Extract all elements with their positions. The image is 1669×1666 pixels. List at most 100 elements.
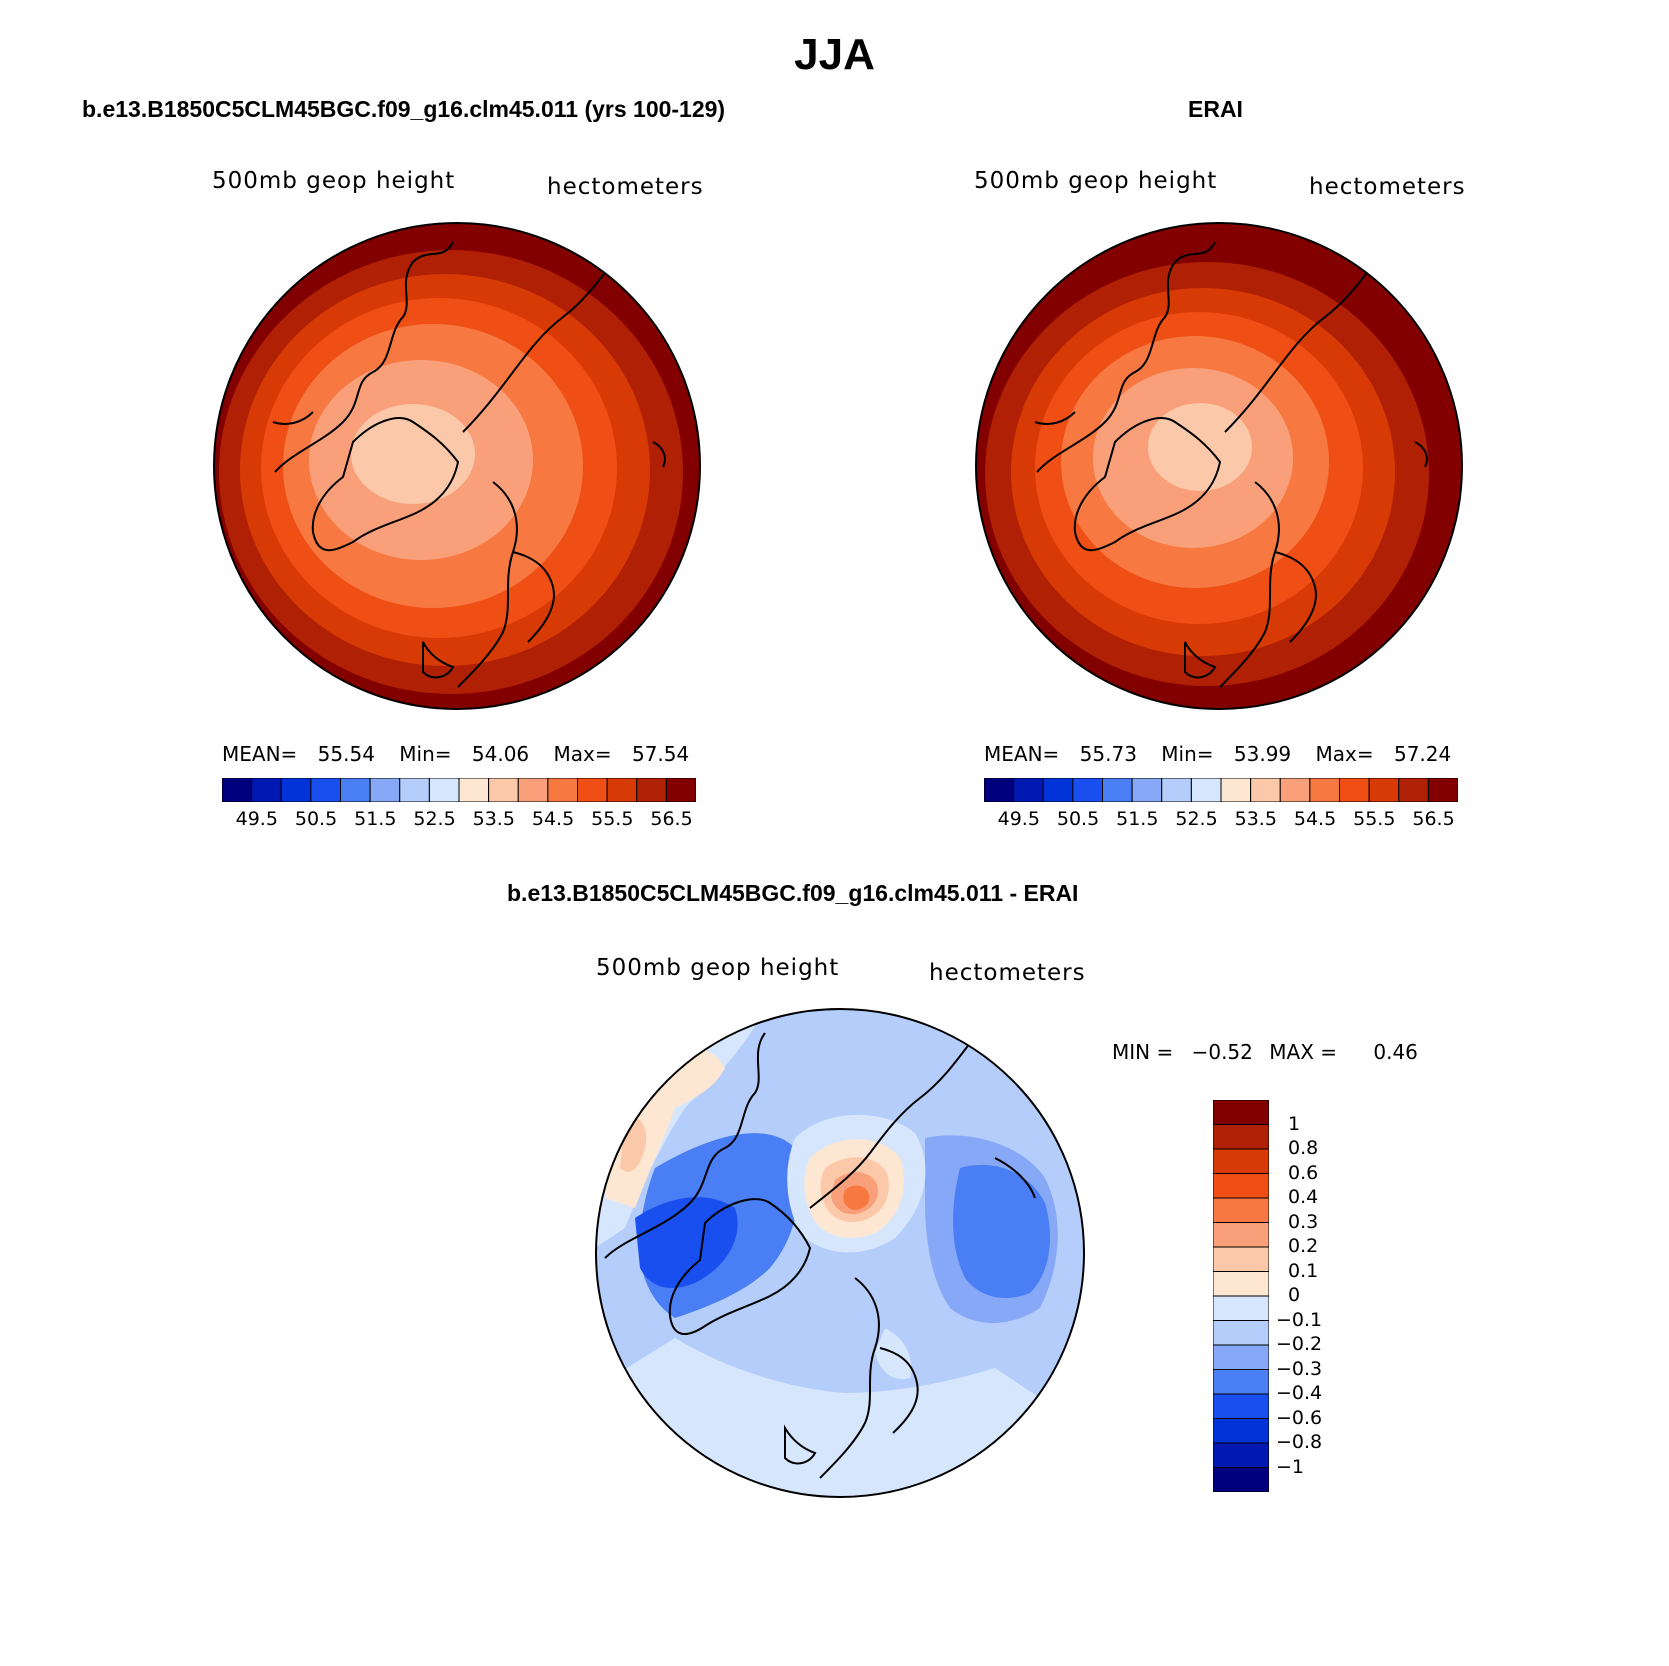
colorbar-swatch [1368, 778, 1400, 802]
colorbar-tick-label: 51.5 [1116, 808, 1159, 830]
panel2-colorbar [984, 778, 1458, 802]
panel2-max-value: 57.24 [1393, 742, 1452, 766]
colorbar-swatch [517, 778, 549, 802]
colorbar-tick-label: −0.8 [1276, 1431, 1323, 1453]
colorbar-tick-label: 51.5 [354, 808, 397, 830]
panel2-min-label: Min= [1161, 742, 1214, 766]
panel1-map-border [213, 222, 701, 710]
colorbar-tick-label: 54.5 [531, 808, 575, 830]
panel3-polar-map [595, 1008, 1085, 1498]
panel1-mean-value: 55.54 [317, 742, 375, 766]
panel2-title: ERAI [1188, 96, 1243, 122]
panel3-units-label: hectometers [929, 960, 1086, 986]
colorbar-swatch [636, 778, 667, 802]
colorbar-tick-label: 0.2 [1288, 1235, 1319, 1257]
colorbar-tick-label: 0.4 [1288, 1186, 1319, 1208]
panel2-polar-map [975, 222, 1463, 710]
colorbar-tick-label: −0.6 [1276, 1406, 1323, 1429]
colorbar-swatch [428, 778, 460, 802]
colorbar-swatch [1250, 778, 1281, 802]
colorbar-swatch [1213, 1222, 1269, 1248]
panel2-map-border [975, 222, 1463, 710]
colorbar-tick-label: 0.3 [1288, 1210, 1319, 1233]
colorbar-tick-label: 53.5 [472, 808, 515, 830]
colorbar-tick-label: 49.5 [997, 808, 1040, 830]
panel3-min-value: −0.52 [1191, 1040, 1253, 1064]
colorbar-tick-label: 0 [1288, 1284, 1301, 1306]
colorbar-swatch [606, 778, 638, 802]
panel3-title: b.e13.B1850C5CLM45BGC.f09_g16.clm45.011 … [507, 880, 1079, 906]
colorbar-swatch [1213, 1124, 1269, 1150]
colorbar-tick-label: 52.5 [1175, 808, 1218, 830]
panel1-colorbar [222, 778, 696, 802]
colorbar-tick-label: −0.2 [1276, 1333, 1323, 1355]
colorbar-swatch [488, 778, 519, 802]
colorbar-swatch [1213, 1320, 1269, 1346]
colorbar-swatch [251, 778, 282, 802]
colorbar-swatch [1339, 778, 1370, 802]
colorbar-swatch [665, 778, 696, 802]
colorbar-swatch [577, 778, 608, 802]
colorbar-tick-label: 54.5 [1293, 808, 1337, 830]
colorbar-swatch [1213, 1418, 1269, 1444]
colorbar-swatch [1213, 1442, 1269, 1468]
colorbar-tick-label: 53.5 [1234, 808, 1277, 830]
colorbar-tick-label: −0.1 [1276, 1308, 1323, 1331]
panel1-polar-map [213, 222, 701, 710]
colorbar-tick-label: 56.5 [1412, 808, 1455, 830]
colorbar-swatch [310, 778, 341, 802]
colorbar-swatch [1213, 1173, 1269, 1199]
colorbar-swatch [1213, 1246, 1269, 1272]
panel1-max-value: 57.54 [631, 742, 690, 766]
panel2-mean-label: MEAN= [984, 742, 1060, 766]
colorbar-swatch [1190, 778, 1222, 802]
colorbar-swatch [1213, 1197, 1269, 1223]
panel1-variable-label: 500mb geop height [212, 168, 456, 194]
panel1-mean-label: MEAN= [222, 742, 298, 766]
panel3-min-label: MIN = [1112, 1040, 1174, 1064]
colorbar-swatch [458, 778, 490, 802]
colorbar-tick-label: 0.1 [1288, 1259, 1319, 1282]
colorbar-swatch [1213, 1393, 1269, 1419]
colorbar-swatch [1309, 778, 1340, 802]
colorbar-swatch [1013, 778, 1044, 802]
panel3-max-label: MAX = [1269, 1040, 1338, 1064]
panel1-title: b.e13.B1850C5CLM45BGC.f09_g16.clm45.011 … [82, 96, 726, 122]
colorbar-tick-label: 50.5 [1056, 808, 1100, 830]
colorbar-tick-label: 52.5 [413, 808, 456, 830]
colorbar-swatch [1220, 778, 1252, 802]
panel1-units-label: hectometers [547, 174, 704, 200]
colorbar-swatch [547, 778, 578, 802]
colorbar-swatch [1213, 1100, 1269, 1125]
panel1-colorbar-ticks: 49.5 50.5 51.5 52.5 53.5 54.5 55.5 56.5 [222, 808, 696, 832]
colorbar-swatch [1427, 778, 1458, 802]
colorbar-tick-label: −1 [1276, 1455, 1305, 1478]
panel2-units-label: hectometers [1309, 174, 1466, 200]
colorbar-swatch [1213, 1271, 1269, 1297]
panel3-variable-label: 500mb geop height [596, 955, 840, 981]
panel2-stats: MEAN= 55.73 Min= 53.99 Max= 57.24 [984, 742, 1451, 766]
panel2-max-label: Max= [1315, 742, 1374, 766]
colorbar-tick-label: 55.5 [591, 808, 634, 830]
colorbar-swatch [1398, 778, 1429, 802]
colorbar-swatch [1042, 778, 1074, 802]
colorbar-tick-label: −0.4 [1276, 1382, 1323, 1404]
panel1-stats: MEAN= 55.54 Min= 54.06 Max= 57.54 [222, 742, 689, 766]
colorbar-swatch [1102, 778, 1133, 802]
panel2-mean-value: 55.73 [1079, 742, 1137, 766]
colorbar-tick-label: 55.5 [1353, 808, 1396, 830]
colorbar-swatch [222, 778, 253, 802]
panel2-colorbar-ticks: 49.5 50.5 51.5 52.5 53.5 54.5 55.5 56.5 [984, 808, 1458, 832]
panel3-max-value: 0.46 [1373, 1040, 1418, 1064]
colorbar-swatch [1279, 778, 1311, 802]
panel1-min-value: 54.06 [471, 742, 530, 766]
panel3-stats: MIN = −0.52 MAX = 0.46 [1112, 1040, 1418, 1064]
colorbar-tick-label: 0.6 [1288, 1161, 1319, 1184]
panel1-max-label: Max= [553, 742, 612, 766]
colorbar-tick-label: −0.3 [1276, 1357, 1323, 1380]
panel3-coastlines [604, 1032, 1036, 1479]
colorbar-tick-label: 50.5 [294, 808, 338, 830]
figure-title: JJA [794, 30, 875, 79]
colorbar-swatch [1072, 778, 1103, 802]
colorbar-tick-label: 49.5 [235, 808, 278, 830]
